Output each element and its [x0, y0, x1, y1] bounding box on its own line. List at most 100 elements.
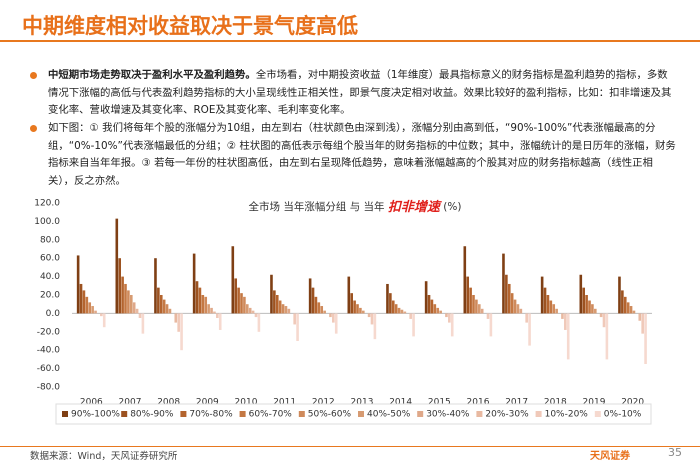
bar: [445, 313, 448, 318]
bar: [115, 218, 119, 314]
bar: [528, 313, 531, 346]
bar: [626, 302, 630, 314]
bar: [216, 313, 219, 318]
bar: [192, 253, 196, 314]
bar: [311, 287, 315, 314]
bar: [513, 299, 517, 314]
bar: [629, 306, 633, 314]
bar: [317, 302, 321, 314]
x-tick-label: 2008: [157, 398, 180, 408]
bar: [314, 296, 318, 314]
footer-source: 数据来源：Wind，天风证券研究所: [30, 451, 178, 462]
legend-label: 40%-50%: [367, 410, 411, 420]
bar: [469, 287, 472, 314]
x-tick-label: 2015: [428, 398, 451, 408]
bar: [121, 276, 124, 314]
x-tick-label: 2016: [467, 398, 490, 408]
bar: [489, 313, 493, 337]
x-tick-label: 2017: [505, 398, 528, 408]
y-tick-label: -40.0: [37, 346, 61, 356]
bar: [165, 304, 169, 314]
bar: [251, 310, 255, 314]
bar: [564, 313, 567, 330]
bar: [623, 296, 627, 314]
bar: [391, 300, 395, 314]
bullet-lead: 中短期市场走势取决于盈利水平及盈利趋势。: [48, 69, 256, 81]
bar: [218, 313, 222, 330]
footer-rule: [0, 446, 700, 447]
bar: [237, 287, 240, 314]
legend-label: 0%-10%: [604, 410, 642, 420]
bar: [132, 302, 136, 314]
bar: [502, 253, 505, 314]
bar: [334, 313, 338, 334]
x-tick-label: 2014: [389, 398, 412, 408]
bar: [130, 295, 133, 314]
bar: [210, 307, 213, 314]
bar: [412, 313, 415, 337]
bar: [582, 287, 585, 314]
bar: [275, 295, 279, 314]
bar: [359, 307, 362, 314]
x-tick-label: 2006: [80, 398, 103, 408]
bar: [231, 246, 235, 314]
legend-swatch: [417, 411, 424, 417]
page-number: 35: [668, 446, 682, 459]
bar: [472, 295, 475, 314]
bar: [174, 313, 178, 323]
bar: [135, 308, 139, 314]
bar: [621, 290, 624, 314]
bar: [591, 304, 594, 314]
y-tick-label: 0.0: [46, 309, 61, 319]
bar: [157, 287, 160, 314]
legend-swatch: [121, 411, 128, 417]
bar: [102, 313, 106, 328]
x-tick-label: 2012: [312, 398, 335, 408]
bar: [85, 296, 89, 314]
bar: [350, 293, 353, 314]
bar: [127, 290, 130, 314]
bar: [486, 313, 490, 319]
bar: [270, 274, 273, 314]
y-tick-label: 40.0: [40, 272, 60, 282]
x-tick-label: 2011: [273, 398, 296, 408]
bar: [273, 290, 276, 314]
legend-swatch: [180, 411, 187, 417]
legend-swatch: [535, 411, 542, 417]
bar: [632, 310, 636, 314]
bar: [439, 310, 442, 314]
legend-label: 50%-60%: [308, 410, 352, 420]
bar: [118, 258, 121, 314]
bar: [308, 278, 312, 314]
bar: [478, 304, 481, 314]
x-tick-label: 2019: [583, 398, 606, 408]
bar: [430, 299, 434, 314]
bar: [579, 274, 583, 314]
x-tick-label: 2020: [621, 398, 644, 408]
y-tick-label: -80.0: [37, 383, 61, 393]
bar: [284, 306, 288, 314]
bar: [389, 293, 392, 314]
bar: [400, 309, 404, 314]
bar: [510, 293, 514, 314]
legend-swatch: [594, 411, 601, 417]
bar: [618, 276, 621, 314]
bar: [549, 300, 553, 314]
bar: [141, 313, 145, 334]
y-tick-label: 80.0: [40, 235, 60, 245]
bar: [138, 313, 142, 318]
bar: [367, 313, 371, 318]
chart-title-unit: (%): [443, 201, 461, 213]
bar: [409, 313, 412, 319]
legend-swatch: [298, 411, 305, 417]
legend-label: 20%-30%: [485, 410, 529, 420]
chart-title-main: 全市场 当年涨幅分组 与 当年: [249, 200, 385, 213]
bar: [403, 311, 407, 314]
bar: [254, 313, 258, 318]
bar: [94, 310, 97, 314]
y-tick-label: 100.0: [34, 217, 60, 227]
bar: [397, 307, 401, 314]
bar: [240, 293, 243, 314]
x-tick-label: 2010: [235, 398, 258, 408]
